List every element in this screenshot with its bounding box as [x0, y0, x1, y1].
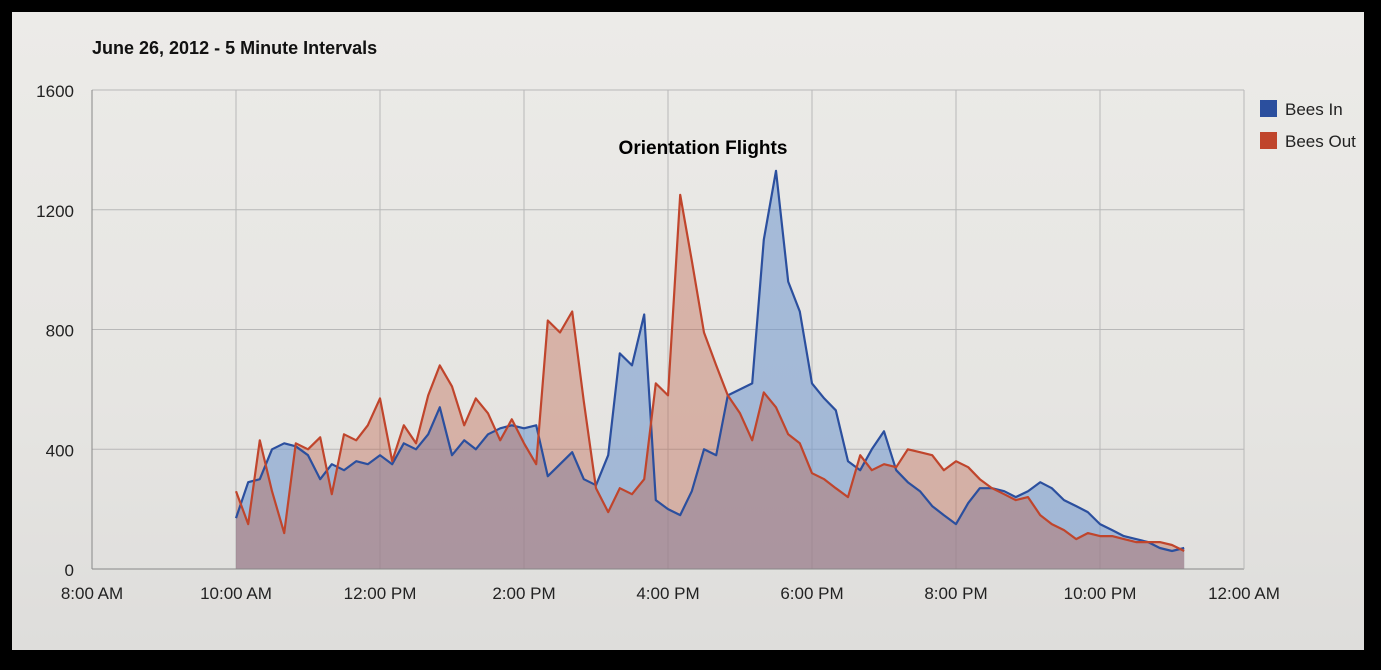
x-tick-label: 12:00 AM — [1208, 584, 1280, 603]
y-tick-label: 0 — [65, 561, 74, 580]
chart-title: June 26, 2012 - 5 Minute Intervals — [92, 38, 377, 58]
chart-panel: June 26, 2012 - 5 Minute Intervals 0 400 8… — [12, 12, 1364, 650]
x-tick-label: 8:00 PM — [924, 584, 987, 603]
x-tick-label: 4:00 PM — [636, 584, 699, 603]
series-areas — [236, 170, 1185, 570]
x-tick-label: 12:00 PM — [344, 584, 417, 603]
axes — [91, 90, 1245, 570]
annotation-orientation-flights: Orientation Flights — [619, 138, 788, 159]
series-line-1 — [234, 193, 1185, 552]
y-tick-label: 800 — [46, 322, 74, 341]
series-area-0 — [236, 170, 1185, 570]
legend-swatch — [1260, 132, 1277, 149]
y-axis-ticks: 0 400 800 1200 1600 — [36, 82, 74, 580]
x-axis-ticks: 8:00 AM 10:00 AM 12:00 PM 2:00 PM 4:00 PM 6:0… — [61, 584, 1280, 603]
x-tick-label: 6:00 PM — [780, 584, 843, 603]
y-tick-label: 400 — [46, 441, 74, 460]
x-tick-label: 2:00 PM — [492, 584, 555, 603]
series-area-1 — [236, 194, 1185, 570]
x-tick-label: 10:00 PM — [1064, 584, 1137, 603]
area-chart: June 26, 2012 - 5 Minute Intervals 0 400 8… — [36, 38, 1356, 603]
grid-lines — [92, 89, 1244, 569]
y-tick-label: 1600 — [36, 82, 74, 101]
x-tick-label: 10:00 AM — [200, 584, 272, 603]
legend-label: Bees In — [1285, 100, 1343, 119]
series-line-0 — [234, 169, 1185, 553]
series-lines — [234, 169, 1185, 553]
legend: Bees In Bees Out — [1260, 100, 1356, 151]
y-tick-label: 1200 — [36, 202, 74, 221]
legend-label: Bees Out — [1285, 132, 1356, 151]
legend-swatch — [1260, 100, 1277, 117]
x-tick-label: 8:00 AM — [61, 584, 123, 603]
